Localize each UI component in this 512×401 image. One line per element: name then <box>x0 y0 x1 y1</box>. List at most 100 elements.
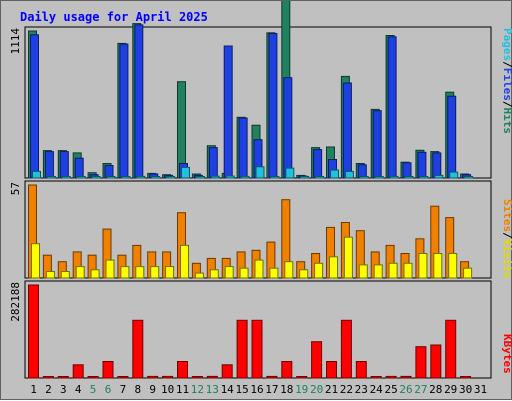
legend-sites: Sites <box>501 199 512 232</box>
hits-pages-bar-day-13 <box>210 175 220 179</box>
hits-files-bar-day-17 <box>268 33 278 179</box>
day-label-22: 22 <box>340 383 353 396</box>
visits-sites-bar-day-8 <box>135 266 145 279</box>
visits-sites-bar-day-13 <box>209 269 219 279</box>
hits-files-bar-day-29 <box>447 95 457 179</box>
kbytes-kbytes-bar-day-18 <box>281 361 293 379</box>
kbytes-kbytes-bar-day-24 <box>370 376 382 379</box>
kbytes-kbytes-bar-day-26 <box>400 375 412 379</box>
day-label-12: 12 <box>191 383 204 396</box>
hits-pages-bar-day-2 <box>46 176 56 179</box>
panel-kbytes: 282188 KBytes <box>9 280 512 379</box>
kbytes-kbytes-bar-day-27 <box>415 346 427 379</box>
legend-visits: Sites/Visits <box>501 199 512 279</box>
visits-sites-bar-day-28 <box>433 253 443 279</box>
ymax-label-visits: 57 <box>9 182 22 195</box>
day-label-24: 24 <box>370 383 384 396</box>
day-label-23: 23 <box>355 383 368 396</box>
visits-sites-bar-day-6 <box>105 259 115 279</box>
day-label-10: 10 <box>161 383 174 396</box>
day-label-6: 6 <box>105 383 112 396</box>
kbytes-kbytes-bar-day-15 <box>236 319 248 379</box>
hits-pages-bar-day-11 <box>181 166 190 179</box>
hits-pages-bar-day-20 <box>315 176 325 179</box>
day-label-9: 9 <box>149 383 156 396</box>
visits-sites-bar-day-14 <box>224 266 234 279</box>
hits-pages-bar-day-29 <box>449 171 459 179</box>
visits-sites-bar-day-23 <box>358 264 368 279</box>
hits-pages-bar-day-16 <box>255 166 265 179</box>
visits-sites-bar-day-15 <box>239 267 249 279</box>
kbytes-kbytes-bar-day-4 <box>72 364 84 379</box>
day-label-21: 21 <box>325 383 338 396</box>
kbytes-kbytes-bar-day-21 <box>326 361 337 379</box>
hits-files-bar-day-28 <box>432 152 442 179</box>
kbytes-kbytes-bar-day-23 <box>355 361 367 379</box>
hits-pages-bar-day-8 <box>136 175 146 179</box>
kbytes-kbytes-bar-day-1 <box>28 284 39 379</box>
visits-sites-bar-day-25 <box>388 262 398 279</box>
kbytes-kbytes-bar-day-8 <box>132 319 144 379</box>
visits-sites-bar-day-7 <box>120 266 130 279</box>
hits-pages-bar-day-24 <box>374 176 384 179</box>
visits-sites-bar-day-17 <box>269 267 279 279</box>
kbytes-kbytes-bar-day-14 <box>221 364 233 379</box>
legend-pages: Pages <box>501 28 512 61</box>
kbytes-kbytes-bar-day-13 <box>206 375 218 379</box>
kbytes-kbytes-bar-day-16 <box>251 319 263 379</box>
kbytes-kbytes-bar-day-29 <box>445 319 457 379</box>
hits-pages-bar-day-21 <box>330 169 339 179</box>
day-labels: 1 2 3 4 5 6 7 8 9 10 11 12 13 14 15 16 17 18 19 20 21 22 23 24 2… <box>30 383 487 396</box>
visits-sites-bar-day-22 <box>343 236 353 279</box>
day-label-14: 14 <box>221 383 235 396</box>
day-label-29: 29 <box>444 383 457 396</box>
hits-files-bar-day-13 <box>208 147 218 179</box>
bars-kbytes <box>28 284 472 379</box>
hits-pages-bar-day-19 <box>300 176 310 179</box>
visits-sites-bar-day-9 <box>150 266 160 279</box>
kbytes-kbytes-bar-day-19 <box>296 376 308 379</box>
kbytes-kbytes-bar-day-5 <box>87 376 99 379</box>
kbytes-kbytes-bar-day-12 <box>191 376 203 379</box>
day-label-26: 26 <box>399 383 412 396</box>
kbytes-kbytes-bar-day-7 <box>117 376 129 379</box>
day-label-25: 25 <box>384 383 397 396</box>
legend-hits-label: Hits <box>501 108 512 135</box>
ymax-label-kbytes: 282188 <box>9 282 22 322</box>
kbytes-kbytes-bar-day-11 <box>177 361 188 379</box>
bars-hits <box>28 1 474 179</box>
hits-pages-bar-day-10 <box>166 176 176 179</box>
visits-sites-bar-day-1 <box>31 243 40 279</box>
hits-files-bar-day-2 <box>44 151 54 179</box>
hits-pages-bar-day-15 <box>240 175 250 179</box>
day-label-17: 17 <box>265 383 278 396</box>
kbytes-kbytes-bar-day-17 <box>266 375 278 379</box>
hits-pages-bar-day-17 <box>270 176 280 179</box>
day-label-8: 8 <box>134 383 141 396</box>
visits-sites-bar-day-4 <box>75 266 85 279</box>
day-label-19: 19 <box>295 383 308 396</box>
visits-sites-bar-day-30 <box>463 267 473 279</box>
visits-sites-bar-day-20 <box>314 262 324 279</box>
hits-files-bar-day-24 <box>372 110 382 179</box>
hits-pages-bar-day-14 <box>225 175 235 179</box>
hits-files-bar-day-18 <box>283 77 293 179</box>
kbytes-kbytes-bar-day-25 <box>385 375 397 379</box>
visits-sites-bar-day-24 <box>373 264 383 279</box>
visits-sites-bar-day-11 <box>180 244 189 279</box>
visits-sites-bar-day-12 <box>194 272 204 279</box>
visits-sites-bar-day-27 <box>418 253 428 279</box>
day-label-11: 11 <box>176 383 189 396</box>
hits-pages-bar-day-5 <box>91 176 101 179</box>
hits-pages-bar-day-4 <box>76 176 86 179</box>
kbytes-kbytes-bar-day-3 <box>57 376 69 379</box>
day-label-28: 28 <box>429 383 442 396</box>
hits-pages-bar-day-9 <box>151 176 161 179</box>
hits-files-bar-day-15 <box>238 117 248 179</box>
hits-files-bar-day-1 <box>30 34 39 179</box>
visits-sites-bar-day-19 <box>299 269 309 279</box>
day-label-5: 5 <box>90 383 97 396</box>
visits-sites-bar-day-3 <box>60 271 70 279</box>
